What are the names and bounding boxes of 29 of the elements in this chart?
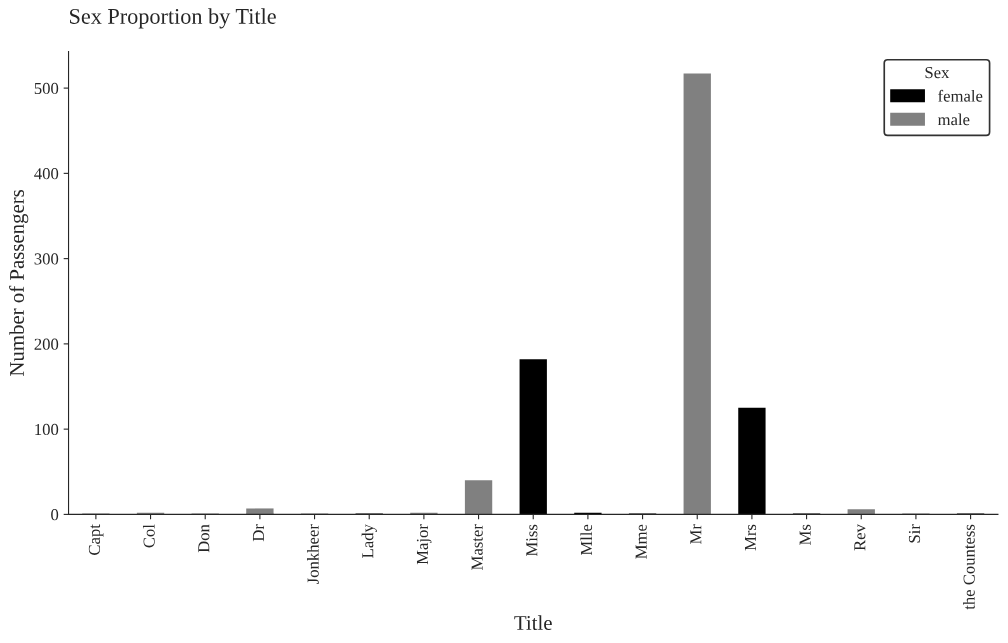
y-tick-label: 200	[34, 338, 59, 350]
x-tick-label: Rev	[854, 524, 866, 551]
y-tick-label: 500	[34, 82, 59, 95]
y-tick-label: 400	[34, 168, 59, 180]
y-tick-label: 100	[35, 423, 59, 436]
legend-title: Sex	[925, 66, 950, 79]
x-tick-label: Ms	[799, 524, 811, 545]
x-tick-label: Master	[471, 524, 483, 570]
x-tick-label: Lady	[361, 524, 377, 558]
x-tick-label: Major	[416, 524, 432, 565]
legend-label: male	[937, 113, 970, 126]
y-axis-title: Number of Passengers	[9, 189, 29, 377]
x-tick-label: Mr	[690, 524, 702, 545]
x-tick-label: Mrs	[745, 524, 757, 551]
legend-label: female	[938, 89, 983, 102]
x-tick-label: Miss	[526, 524, 538, 557]
x-tick-label: Mme	[635, 524, 647, 559]
y-tick-label: 0	[51, 509, 59, 521]
x-tick-label: Dr	[252, 524, 264, 542]
x-tick-label: Capt	[88, 524, 104, 555]
x-tick-label: Sir	[908, 524, 921, 543]
chart-title: Sex Proportion by Title	[70, 8, 276, 29]
x-tick-label: Jonkheer	[307, 524, 319, 584]
x-tick-label: Mlle	[580, 524, 593, 556]
x-tick-label: Don	[198, 524, 210, 553]
x-tick-label: Col	[142, 524, 155, 548]
x-axis-title: Title	[514, 615, 552, 630]
x-tick-label: the Countess	[963, 524, 975, 610]
y-tick-label: 300	[34, 253, 59, 265]
